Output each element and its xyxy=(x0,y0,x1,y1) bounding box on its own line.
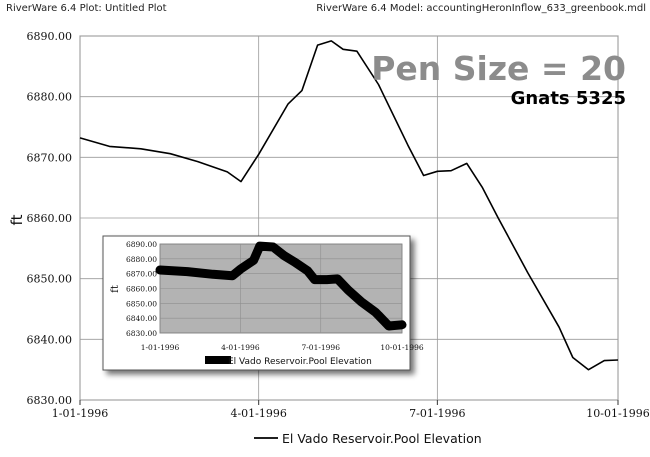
inset-x-tick-label: 7-01-1996 xyxy=(302,343,341,352)
inset-legend-label: El Vado Reservoir.Pool Elevation xyxy=(228,357,372,367)
legend-label: El Vado Reservoir.Pool Elevation xyxy=(282,431,482,446)
inset-y-axis-label: ft xyxy=(110,285,121,293)
inset-y-tick-label: 6880.00 xyxy=(126,255,157,264)
y-tick-label: 6850.00 xyxy=(27,273,73,286)
pen-size-annotation: Pen Size = 20 xyxy=(371,49,626,88)
inset-y-tick-label: 6890.00 xyxy=(126,240,157,249)
x-tick-label: 7-01-1996 xyxy=(409,407,465,420)
y-tick-label: 6840.00 xyxy=(27,333,73,346)
series-line-pool-elevation xyxy=(79,40,619,371)
inset-y-tick-label: 6840.00 xyxy=(126,314,157,323)
x-tick-label: 4-01-1996 xyxy=(230,407,286,420)
inset-y-tick-label: 6850.00 xyxy=(126,299,157,308)
inset-x-tick-label: 4-01-1996 xyxy=(221,343,260,352)
inset-x-tick-label: 10-01-1996 xyxy=(380,343,423,352)
inset-x-tick-label: 1-01-1996 xyxy=(141,343,180,352)
y-tick-label: 6880.00 xyxy=(27,91,73,104)
plot-window-title: RiverWare 6.4 Plot: Untitled Plot xyxy=(6,3,167,14)
inset-series-line-pool-elevation xyxy=(155,241,407,331)
y-tick-label: 6860.00 xyxy=(27,212,73,225)
model-title: RiverWare 6.4 Model: accountingHeronInfl… xyxy=(316,3,646,14)
gnats-annotation: Gnats 5325 xyxy=(511,88,626,109)
y-axis-label: ft xyxy=(8,214,26,225)
inset-y-tick-label: 6870.00 xyxy=(126,270,157,279)
x-tick-label: 1-01-1996 xyxy=(52,407,108,420)
y-tick-label: 6890.00 xyxy=(27,30,73,43)
inset-y-tick-label: 6860.00 xyxy=(126,285,157,294)
inset-legend-swatch xyxy=(205,356,231,364)
y-tick-label: 6830.00 xyxy=(27,394,73,407)
inset-chart: 6830.00 6840.00 6850.00 6860.00 6870.00 6880.… xyxy=(102,235,424,371)
y-tick-label: 6870.00 xyxy=(27,151,73,164)
x-tick-label: 10-01-1996 xyxy=(586,407,649,420)
inset-y-tick-label: 6830.00 xyxy=(126,329,157,338)
